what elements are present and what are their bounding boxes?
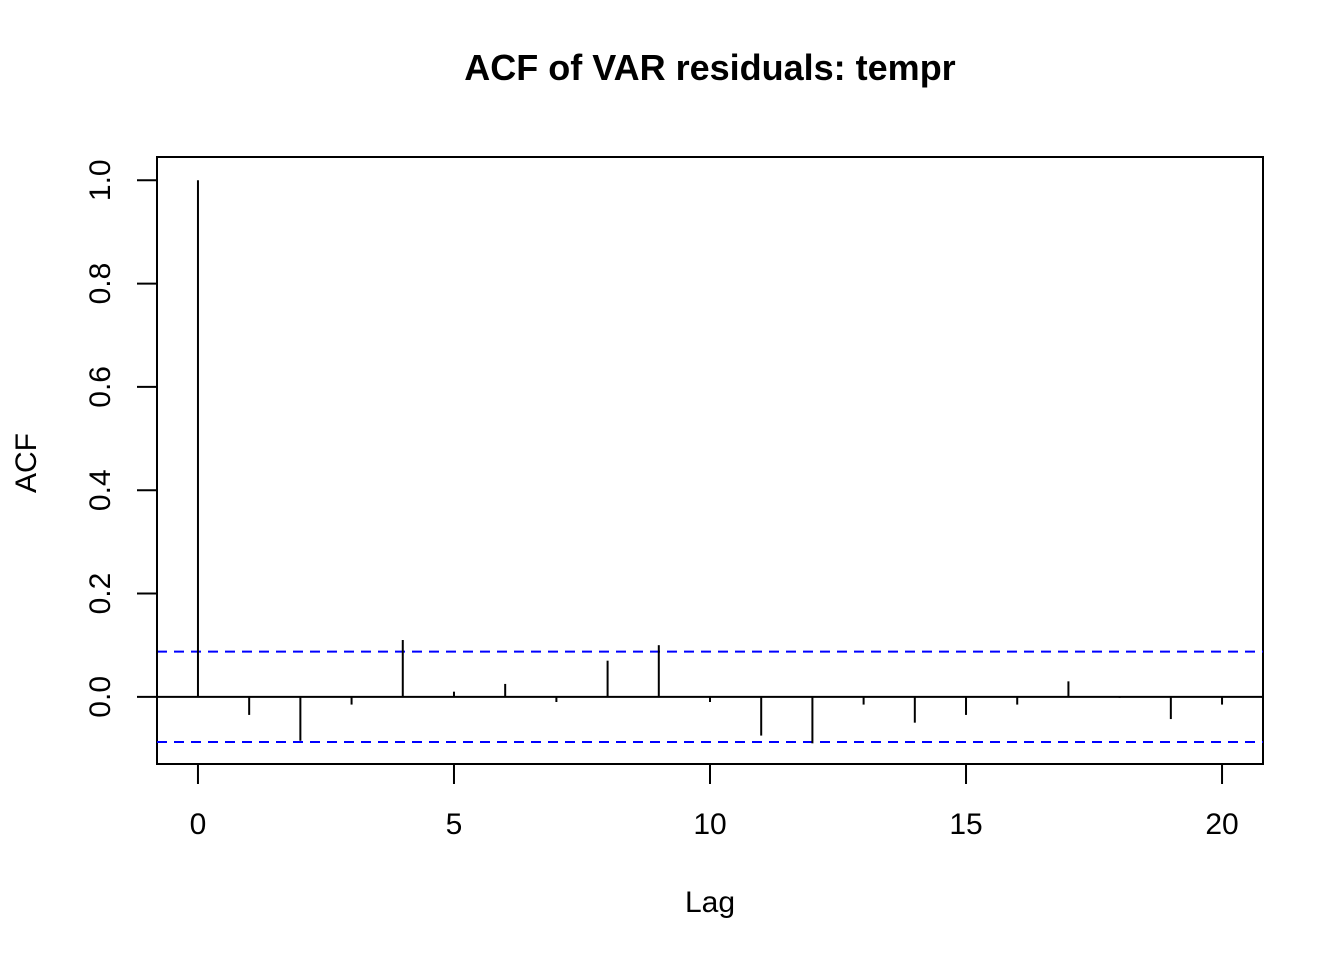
x-tick-label-15: 15 — [949, 808, 982, 841]
y-tick-label-0.6: 0.6 — [84, 366, 117, 408]
y-tick-label-1.0: 1.0 — [84, 159, 117, 201]
y-tick-label-0.2: 0.2 — [84, 573, 117, 615]
x-axis-label: Lag — [685, 886, 735, 919]
x-tick-label-5: 5 — [446, 808, 463, 841]
x-tick-label-10: 10 — [693, 808, 726, 841]
y-tick-label-0.8: 0.8 — [84, 263, 117, 305]
chart-marks: 0 5 10 15 20 0.0 0.2 0.4 0.6 0.8 1.0 — [84, 159, 1263, 841]
x-tick-label-20: 20 — [1205, 808, 1238, 841]
y-tick-label-0.4: 0.4 — [84, 469, 117, 511]
y-tick-label-0.0: 0.0 — [84, 676, 117, 718]
chart-title: ACF of VAR residuals: tempr — [464, 47, 955, 88]
plot-frame — [156, 156, 1264, 765]
y-axis-label: ACF — [10, 433, 43, 493]
x-tick-label-0: 0 — [190, 808, 207, 841]
